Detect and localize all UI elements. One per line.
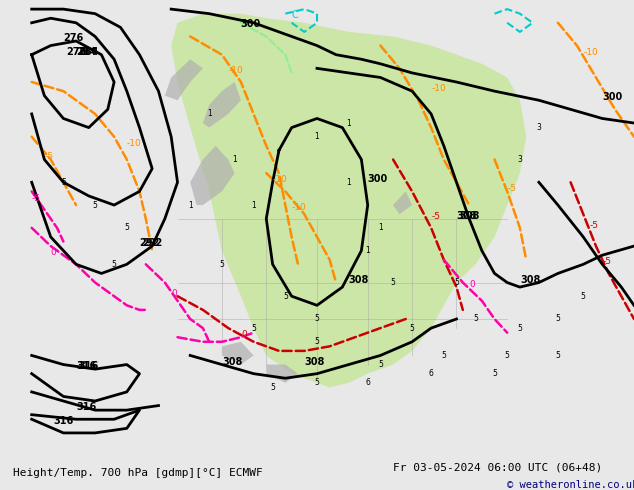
Text: © weatheronline.co.uk: © weatheronline.co.uk bbox=[507, 480, 634, 490]
Text: 5: 5 bbox=[454, 278, 459, 287]
Text: 276: 276 bbox=[66, 47, 86, 57]
Text: 5: 5 bbox=[555, 315, 560, 323]
Text: 308: 308 bbox=[456, 211, 477, 220]
Text: 5: 5 bbox=[314, 315, 320, 323]
Text: 5: 5 bbox=[283, 292, 288, 301]
Text: 3: 3 bbox=[536, 123, 541, 132]
Text: 5: 5 bbox=[124, 223, 129, 232]
Text: 308: 308 bbox=[349, 274, 369, 285]
Text: 308: 308 bbox=[304, 357, 325, 367]
Text: 1: 1 bbox=[232, 155, 237, 164]
Text: 5: 5 bbox=[410, 323, 415, 333]
Text: 316: 316 bbox=[79, 361, 99, 371]
Text: 0: 0 bbox=[51, 248, 56, 257]
Text: 5: 5 bbox=[505, 351, 510, 360]
Text: 5: 5 bbox=[219, 260, 224, 269]
Text: 5: 5 bbox=[391, 278, 396, 287]
Text: 6: 6 bbox=[365, 378, 370, 387]
Text: -10: -10 bbox=[127, 139, 141, 148]
Text: -5: -5 bbox=[590, 221, 598, 230]
Text: 1: 1 bbox=[207, 109, 212, 119]
Text: -5: -5 bbox=[507, 184, 516, 194]
PathPatch shape bbox=[393, 192, 412, 214]
Text: 284: 284 bbox=[79, 47, 99, 57]
Text: 1: 1 bbox=[251, 200, 256, 210]
Text: 1: 1 bbox=[314, 132, 320, 141]
Text: 292: 292 bbox=[139, 238, 160, 248]
Text: -5: -5 bbox=[44, 152, 53, 162]
Text: 292: 292 bbox=[142, 238, 162, 248]
Text: 1: 1 bbox=[378, 223, 383, 232]
Text: C: C bbox=[292, 10, 299, 20]
Text: -10: -10 bbox=[292, 203, 306, 212]
Text: 308: 308 bbox=[459, 211, 479, 220]
Text: Height/Temp. 700 hPa [gdmp][°C] ECMWF: Height/Temp. 700 hPa [gdmp][°C] ECMWF bbox=[13, 468, 262, 478]
Text: -5: -5 bbox=[602, 257, 611, 266]
Text: 5: 5 bbox=[581, 292, 586, 301]
Text: 300: 300 bbox=[602, 92, 623, 102]
PathPatch shape bbox=[266, 365, 298, 383]
Text: 3: 3 bbox=[517, 155, 522, 164]
Text: 5: 5 bbox=[93, 200, 98, 210]
PathPatch shape bbox=[190, 146, 235, 205]
Text: 1: 1 bbox=[365, 246, 370, 255]
Text: 5: 5 bbox=[314, 337, 320, 346]
Text: -10: -10 bbox=[273, 175, 287, 184]
Text: 5: 5 bbox=[270, 383, 275, 392]
Text: 5: 5 bbox=[492, 369, 497, 378]
Text: 6: 6 bbox=[429, 369, 434, 378]
Text: 5: 5 bbox=[61, 178, 66, 187]
PathPatch shape bbox=[203, 82, 241, 127]
Text: 284: 284 bbox=[76, 47, 96, 57]
Text: 1: 1 bbox=[346, 119, 351, 127]
Text: 5: 5 bbox=[517, 323, 522, 333]
Text: 5: 5 bbox=[473, 315, 478, 323]
Text: 5: 5 bbox=[112, 260, 117, 269]
Text: 5: 5 bbox=[555, 351, 560, 360]
Text: 0: 0 bbox=[469, 280, 475, 289]
Text: -10: -10 bbox=[431, 84, 446, 93]
Text: -5: -5 bbox=[32, 194, 41, 202]
Text: 5: 5 bbox=[441, 351, 446, 360]
Text: -10: -10 bbox=[583, 48, 598, 57]
PathPatch shape bbox=[165, 59, 203, 100]
Text: 316: 316 bbox=[76, 361, 96, 371]
Text: 316: 316 bbox=[76, 402, 96, 412]
Text: 5: 5 bbox=[314, 378, 320, 387]
Text: 5: 5 bbox=[378, 360, 383, 369]
Text: 300: 300 bbox=[240, 19, 261, 29]
Text: -5: -5 bbox=[431, 212, 440, 220]
Text: -10: -10 bbox=[228, 66, 243, 75]
Text: Fr 03-05-2024 06:00 UTC (06+48): Fr 03-05-2024 06:00 UTC (06+48) bbox=[393, 463, 602, 473]
PathPatch shape bbox=[171, 14, 526, 387]
Text: 276: 276 bbox=[63, 33, 84, 43]
Text: 0: 0 bbox=[241, 330, 247, 339]
Text: 300: 300 bbox=[368, 174, 388, 184]
Text: 316: 316 bbox=[53, 416, 74, 426]
Text: 308: 308 bbox=[520, 274, 540, 285]
Text: 1: 1 bbox=[188, 200, 193, 210]
Text: 0: 0 bbox=[171, 289, 177, 298]
Text: 5: 5 bbox=[251, 323, 256, 333]
Text: 308: 308 bbox=[222, 357, 242, 367]
PathPatch shape bbox=[222, 342, 254, 365]
Text: 1: 1 bbox=[346, 178, 351, 187]
